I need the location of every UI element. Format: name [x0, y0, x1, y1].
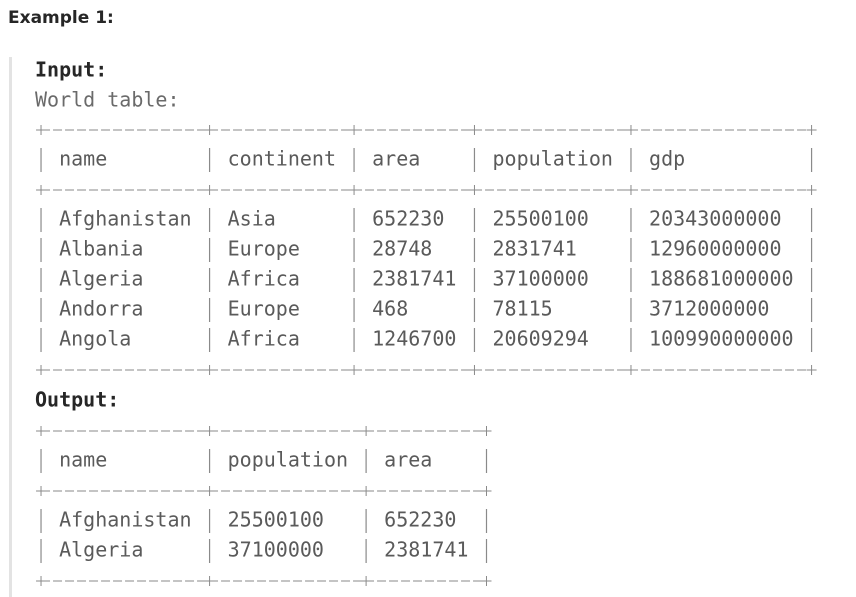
table-cell: Albania: [59, 237, 143, 261]
table-cell: 468: [372, 297, 408, 321]
table-cell: 78115: [493, 297, 553, 321]
header-cell: population: [228, 448, 348, 472]
header-cell: gdp: [649, 147, 685, 171]
table-cell: Afghanistan: [59, 508, 191, 532]
table-cell: Europe: [228, 297, 300, 321]
table-cell: 12960000000: [649, 237, 781, 261]
table-cell: Europe: [228, 237, 300, 261]
table-cell: Africa: [228, 327, 300, 351]
example-heading: Example 1:: [8, 8, 114, 28]
table-cell: 652230: [384, 508, 456, 532]
header-cell: name: [59, 448, 107, 472]
table-cell: 20343000000: [649, 207, 781, 231]
table-cell: 25500100: [493, 207, 589, 231]
table-cell: 652230: [372, 207, 444, 231]
quote-bar: [9, 57, 12, 597]
table-cell: 37100000: [493, 267, 589, 291]
table-cell: 3712000000: [649, 297, 769, 321]
table-cell: Africa: [228, 267, 300, 291]
table-cell: Algeria: [59, 267, 143, 291]
table-cell: Andorra: [59, 297, 143, 321]
table-cell: 2381741: [384, 538, 468, 562]
table-cell: 2831741: [493, 237, 577, 261]
output-table: name population area Afghanistan 25500100 652…: [36, 426, 492, 586]
table-name: World table:: [35, 88, 180, 112]
header-cell: area: [372, 147, 420, 171]
input-label: Input:: [35, 58, 107, 82]
output-label: Output:: [35, 388, 119, 412]
header-cell: continent: [228, 147, 336, 171]
table-cell: 100990000000: [649, 327, 794, 351]
header-cell: population: [493, 147, 613, 171]
table-cell: 1246700: [372, 327, 456, 351]
table-cell: 25500100: [228, 508, 324, 532]
header-cell: area: [384, 448, 432, 472]
table-cell: 188681000000: [649, 267, 794, 291]
table-cell: 20609294: [493, 327, 589, 351]
table-cell: 28748: [372, 237, 432, 261]
header-cell: name: [59, 147, 107, 171]
table-cell: 37100000: [228, 538, 324, 562]
table-cell: Asia: [228, 207, 276, 231]
table-cell: 2381741: [372, 267, 456, 291]
table-cell: Angola: [59, 327, 131, 351]
table-cell: Algeria: [59, 538, 143, 562]
table-cell: Afghanistan: [59, 207, 191, 231]
input-table: name continent area population gdp Afghanista…: [36, 125, 817, 375]
